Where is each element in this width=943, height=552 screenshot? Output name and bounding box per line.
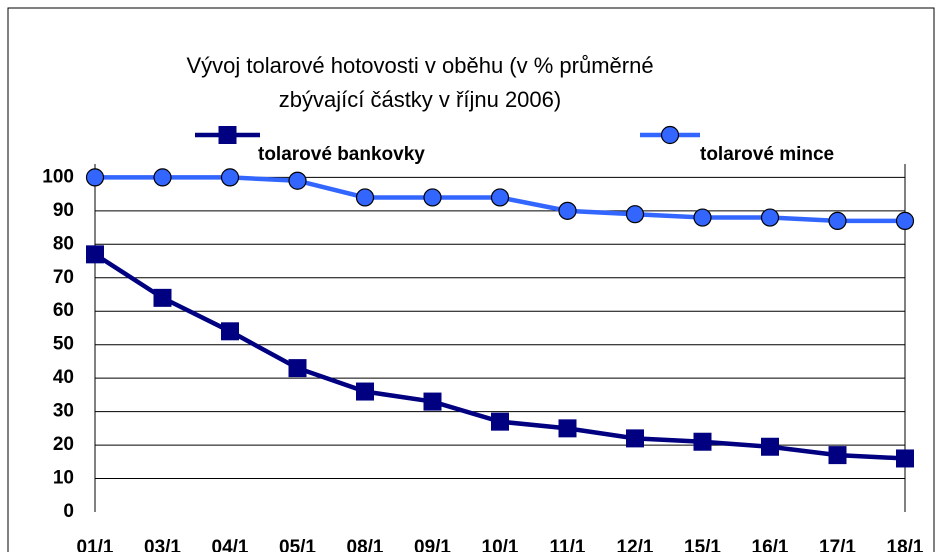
y-tick-label: 90 [53, 200, 74, 221]
y-tick-label: 30 [53, 401, 74, 422]
legend-marker [218, 126, 237, 144]
chart-title: Vývoj tolarové hotovosti v oběhu (v % pr… [186, 53, 653, 78]
chart-frame [7, 7, 935, 552]
data-point [558, 419, 577, 438]
data-point [828, 446, 847, 465]
x-tick-label: 15/1 [684, 537, 721, 552]
data-point [423, 392, 442, 411]
data-point [220, 168, 240, 187]
x-tick-label: 04/1 [212, 537, 249, 552]
legend-label: tolarové bankovky [258, 144, 425, 165]
y-tick-label: 80 [53, 233, 74, 254]
x-tick-label: 10/1 [482, 537, 519, 552]
x-tick-label: 08/1 [347, 537, 384, 552]
y-tick-label: 40 [53, 367, 74, 388]
x-tick-label: 11/1 [550, 537, 586, 552]
data-point [288, 359, 307, 378]
x-tick-label: 18/1 [887, 537, 924, 552]
data-point [558, 201, 577, 220]
x-tick-label: 09/1 [414, 537, 451, 552]
x-tick-label: 12/1 [617, 537, 654, 552]
y-tick-label: 50 [53, 334, 74, 355]
data-point [153, 288, 172, 307]
data-point [693, 432, 712, 451]
data-point [355, 188, 375, 207]
data-point [761, 437, 779, 456]
y-tick-label: 60 [53, 300, 74, 321]
x-tick-label: 17/1 [819, 537, 856, 552]
data-point [896, 449, 914, 468]
data-point [895, 211, 915, 230]
data-point [288, 171, 307, 190]
data-point [491, 412, 509, 431]
legend-marker [660, 125, 680, 145]
data-point [490, 188, 510, 207]
data-point [86, 245, 104, 264]
data-point [693, 208, 712, 227]
data-point [828, 211, 847, 230]
data-point [356, 382, 374, 401]
y-tick-label: 70 [53, 267, 74, 288]
x-tick-label: 16/1 [752, 537, 789, 552]
data-point [85, 168, 105, 187]
y-tick-label: 20 [53, 434, 74, 455]
y-tick-label: 10 [53, 468, 74, 489]
y-tick-label: 100 [42, 166, 74, 187]
data-point [423, 188, 442, 207]
legend-label: tolarové mince [700, 144, 834, 165]
data-point [760, 208, 780, 227]
chart-title: zbývající částky v říjnu 2006) [279, 87, 561, 112]
x-tick-label: 03/1 [144, 537, 181, 552]
data-point [153, 168, 172, 187]
data-point [625, 205, 645, 224]
data-point [626, 429, 644, 448]
x-tick-label: 05/1 [279, 537, 316, 552]
y-tick-label: 0 [63, 501, 74, 522]
data-point [221, 322, 239, 341]
x-tick-label: 01/1 [77, 537, 114, 552]
